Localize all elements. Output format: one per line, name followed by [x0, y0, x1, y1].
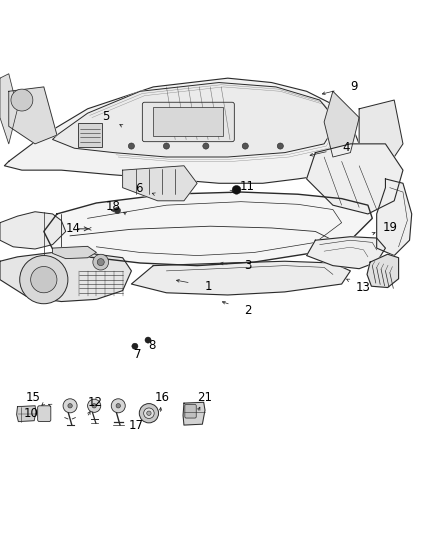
Polygon shape: [17, 406, 36, 422]
Polygon shape: [183, 402, 205, 425]
Circle shape: [203, 143, 209, 149]
Polygon shape: [0, 212, 66, 249]
Polygon shape: [53, 83, 337, 157]
Polygon shape: [307, 237, 385, 269]
Text: 6: 6: [135, 182, 143, 195]
Text: 8: 8: [149, 339, 156, 352]
Text: 17: 17: [128, 418, 143, 432]
Text: 13: 13: [355, 281, 370, 294]
Text: 15: 15: [25, 391, 40, 403]
Polygon shape: [123, 166, 197, 201]
Text: 18: 18: [106, 199, 120, 213]
Circle shape: [139, 403, 159, 423]
Circle shape: [88, 399, 101, 413]
Polygon shape: [367, 254, 399, 287]
Circle shape: [114, 207, 120, 214]
FancyBboxPatch shape: [185, 405, 196, 418]
Circle shape: [68, 403, 72, 408]
Circle shape: [144, 408, 154, 418]
Polygon shape: [307, 144, 403, 214]
Text: 1: 1: [204, 280, 212, 293]
Text: 21: 21: [198, 391, 212, 403]
Polygon shape: [131, 261, 350, 295]
Circle shape: [11, 89, 33, 111]
Text: 14: 14: [66, 222, 81, 236]
Text: 11: 11: [240, 180, 255, 193]
Circle shape: [132, 343, 138, 349]
Polygon shape: [0, 253, 131, 302]
Circle shape: [92, 403, 96, 408]
Circle shape: [111, 399, 125, 413]
Circle shape: [116, 403, 120, 408]
FancyBboxPatch shape: [38, 406, 51, 422]
Text: 7: 7: [134, 348, 142, 361]
Text: 3: 3: [244, 259, 251, 272]
Circle shape: [277, 143, 283, 149]
Text: 2: 2: [244, 304, 251, 317]
Circle shape: [145, 337, 151, 343]
Text: 19: 19: [382, 221, 397, 233]
Polygon shape: [44, 192, 372, 265]
Polygon shape: [53, 246, 96, 259]
Circle shape: [20, 255, 68, 304]
Polygon shape: [9, 87, 57, 144]
Polygon shape: [0, 74, 18, 144]
Text: 9: 9: [350, 79, 358, 93]
Circle shape: [63, 399, 77, 413]
Circle shape: [128, 143, 134, 149]
Circle shape: [232, 185, 241, 194]
Polygon shape: [377, 179, 412, 255]
Text: 16: 16: [155, 391, 170, 403]
Polygon shape: [4, 78, 359, 183]
Text: 10: 10: [24, 407, 39, 420]
Circle shape: [242, 143, 248, 149]
Circle shape: [147, 411, 151, 415]
Circle shape: [163, 143, 170, 149]
FancyBboxPatch shape: [153, 107, 223, 136]
Circle shape: [31, 266, 57, 293]
Text: 12: 12: [88, 396, 103, 409]
Text: 4: 4: [342, 141, 350, 154]
Polygon shape: [324, 91, 359, 157]
Circle shape: [97, 259, 104, 265]
Circle shape: [93, 254, 109, 270]
Text: 5: 5: [102, 110, 110, 123]
FancyBboxPatch shape: [78, 123, 102, 147]
FancyBboxPatch shape: [142, 102, 234, 142]
Polygon shape: [359, 100, 403, 170]
